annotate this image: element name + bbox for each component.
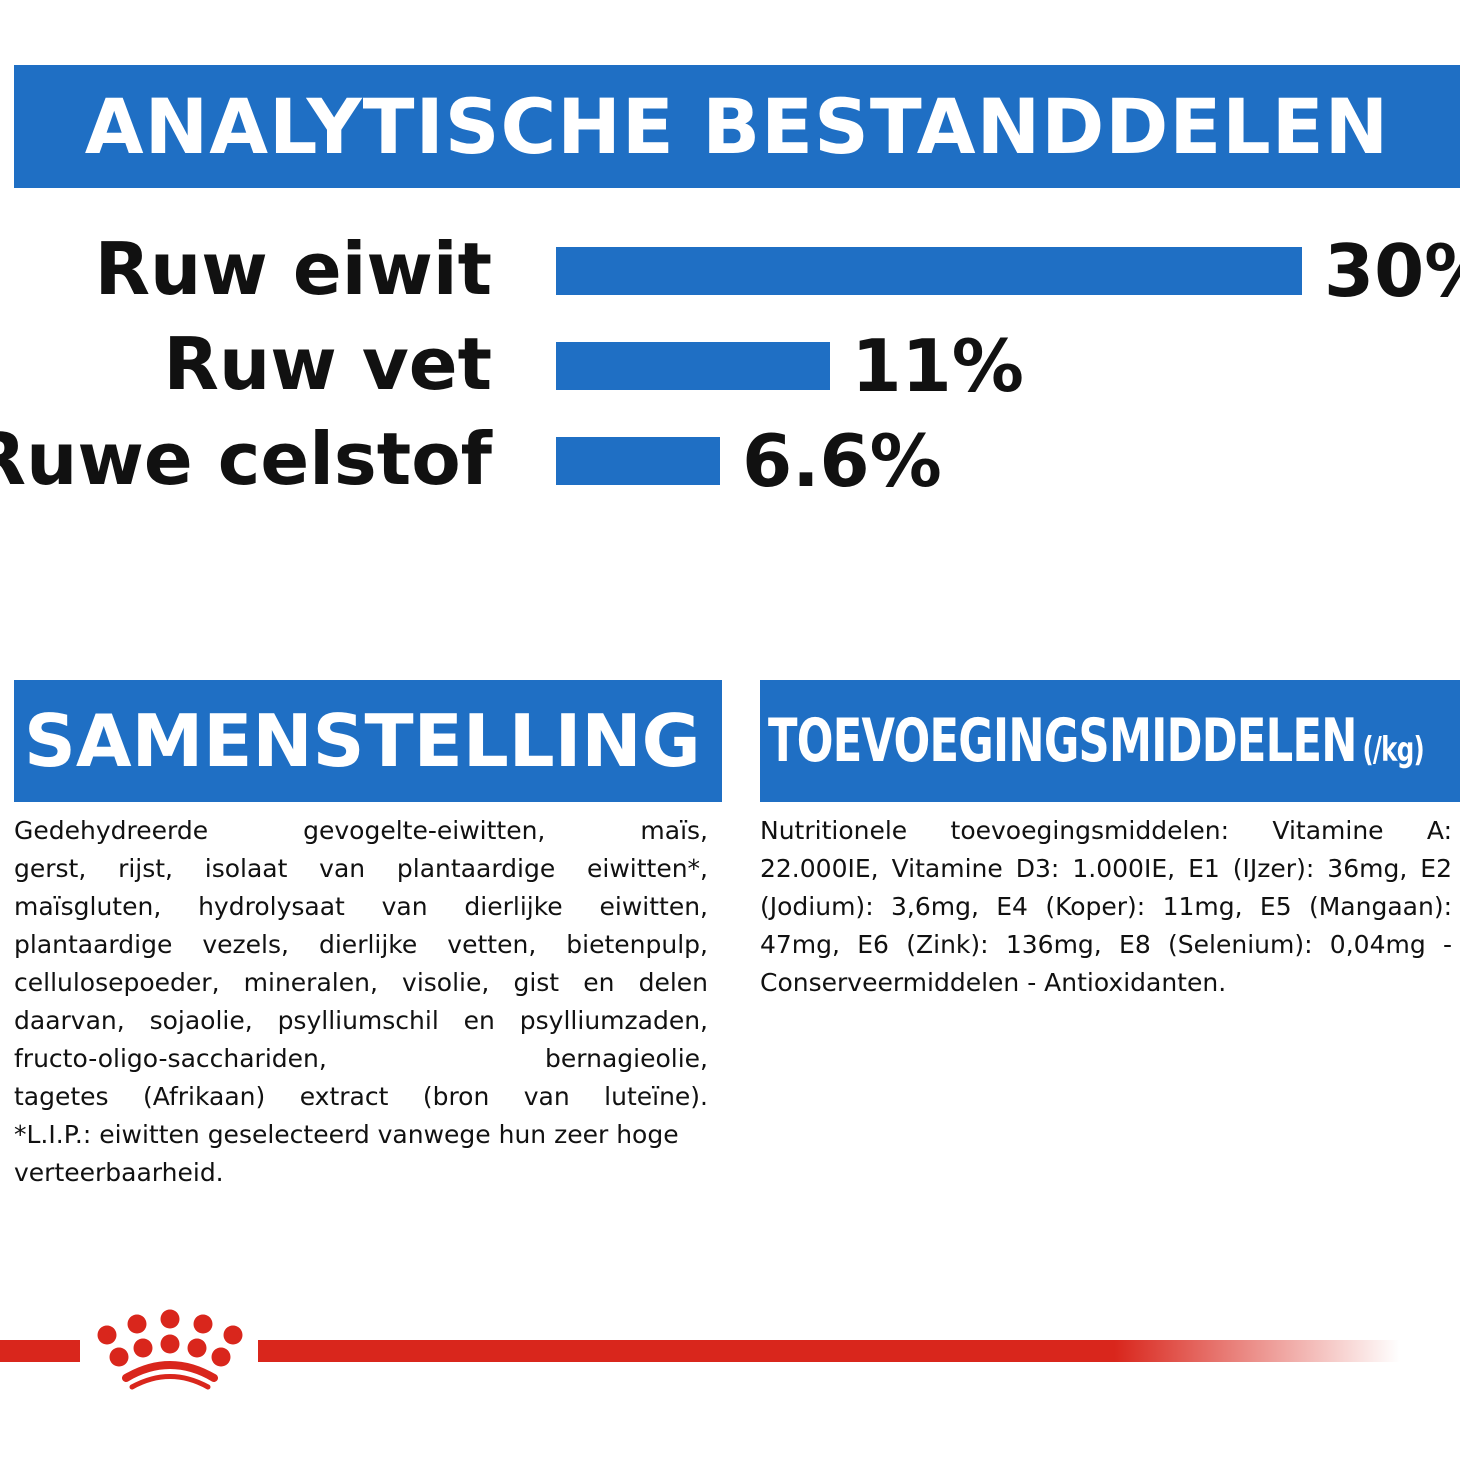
analytic-header: ANALYTISCHE BESTANDDELEN: [14, 65, 1460, 188]
additives-unit: (/kg): [1362, 730, 1424, 770]
text-line: (Jodium): 3,6mg, E4 (Koper): 11mg, E5 (M…: [760, 892, 1452, 921]
text-line: fructo-oligo-sacchariden, bernagieolie,: [14, 1044, 708, 1073]
text-line: cellulosepoeder, mineralen, visolie, gis…: [14, 968, 708, 997]
text-line: daarvan, sojaolie, psylliumschil en psyl…: [14, 1006, 708, 1035]
nutrient-bar: [556, 437, 721, 485]
additives-title: TOEVOEGINGSMIDDELEN: [768, 706, 1357, 776]
nutrient-bar: [556, 247, 1302, 295]
nutrient-bar: [556, 342, 830, 390]
nutrient-label: Ruwe celstof: [0, 417, 492, 501]
text-line: 47mg, E6 (Zink): 136mg, E8 (Selenium): 0…: [760, 930, 1452, 959]
nutrient-label: Ruw vet: [163, 322, 492, 406]
composition-title: SAMENSTELLING: [24, 699, 701, 783]
text-line: 22.000IE, Vitamine D3: 1.000IE, E1 (IJze…: [760, 854, 1452, 883]
brand-line-right: [258, 1340, 1400, 1362]
nutrient-value: 11%: [851, 324, 1024, 408]
text-line: plantaardige vezels, dierlijke vetten, b…: [14, 930, 708, 959]
text-line: Conserveermiddelen - Antioxidanten.: [760, 968, 1227, 997]
composition-header: SAMENSTELLING: [14, 680, 722, 802]
nutrient-value: 6.6%: [742, 419, 942, 503]
text-line: gerst, rijst, isolaat van plantaardige e…: [14, 854, 708, 883]
additives-text: Nutritionele toevoegingsmiddelen: Vitami…: [760, 812, 1452, 1002]
additives-header: TOEVOEGINGSMIDDELEN (/kg): [760, 680, 1460, 802]
analytic-title: ANALYTISCHE BESTANDDELEN: [84, 82, 1390, 171]
text-line: Nutritionele toevoegingsmiddelen: Vitami…: [760, 816, 1452, 845]
brand-line-left: [0, 1340, 80, 1362]
nutrient-label: Ruw eiwit: [94, 227, 492, 311]
composition-text: Gedehydreerde gevogelte-eiwitten, maïs, g…: [14, 812, 708, 1192]
nutrient-value: 30%: [1324, 229, 1460, 313]
text-line: maïsgluten, hydrolysaat van dierlijke ei…: [14, 892, 708, 921]
royal-canin-crown-icon: [97, 1309, 243, 1390]
text-line: tagetes (Afrikaan) extract (bron van lut…: [14, 1082, 708, 1111]
text-line: *L.I.P.: eiwitten geselecteerd vanwege h…: [14, 1120, 679, 1149]
text-line: Gedehydreerde gevogelte-eiwitten, maïs,: [14, 816, 708, 845]
text-line: verteerbaarheid.: [14, 1158, 224, 1187]
